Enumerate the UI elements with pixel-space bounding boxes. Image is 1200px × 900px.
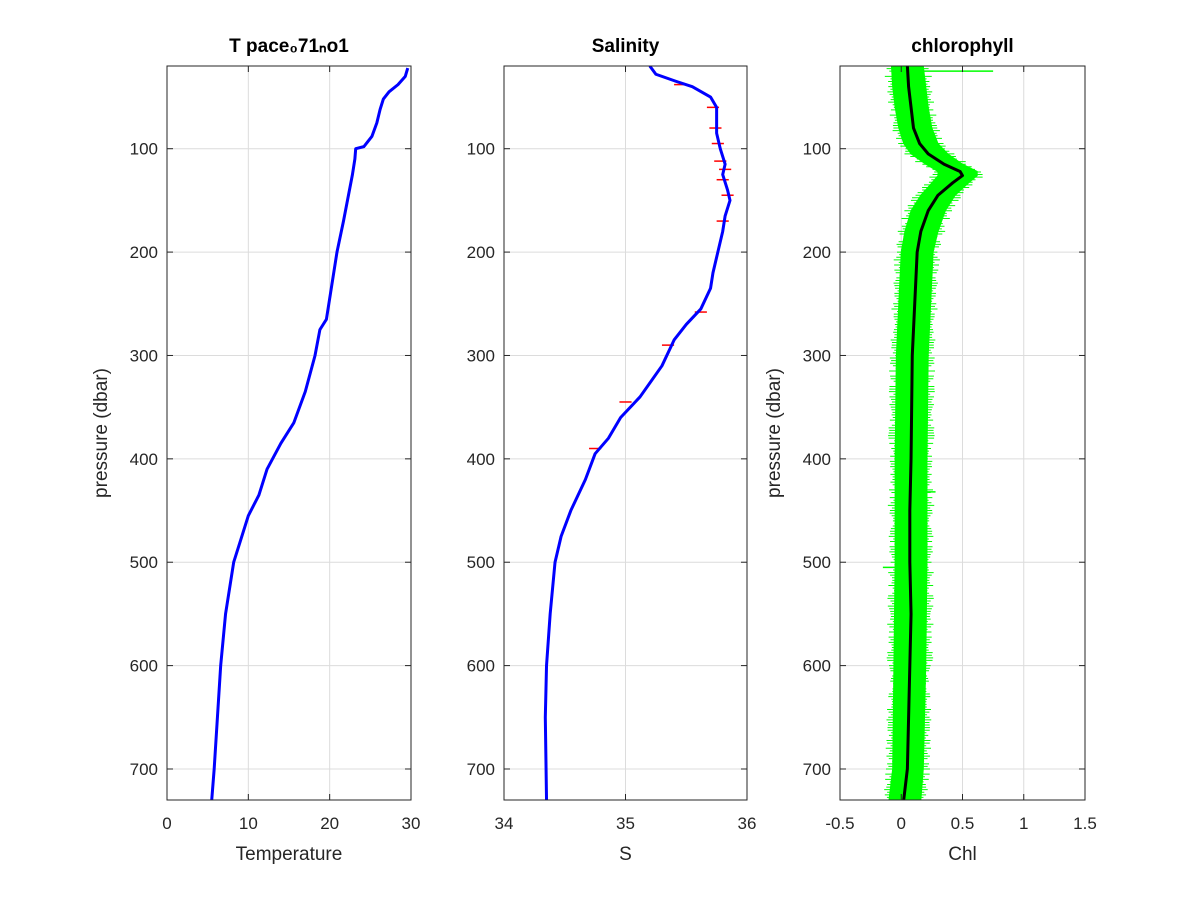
y-tick-label: 400 bbox=[803, 450, 831, 469]
y-tick-label: 700 bbox=[803, 760, 831, 779]
y-tick-label: 100 bbox=[467, 140, 495, 159]
x-tick-label: 0.5 bbox=[951, 814, 975, 833]
x-axis-label: S bbox=[619, 844, 632, 865]
y-tick-label: 100 bbox=[130, 140, 158, 159]
x-tick-label: 20 bbox=[320, 814, 339, 833]
y-tick-label: 300 bbox=[803, 346, 831, 365]
y-tick-label: 600 bbox=[130, 657, 158, 676]
x-axis-label: Temperature bbox=[236, 844, 343, 865]
axes-title: Salinity bbox=[592, 36, 660, 57]
plot-area bbox=[543, 66, 734, 800]
y-tick-label: 500 bbox=[467, 553, 495, 572]
y-tick-label: 500 bbox=[803, 553, 831, 572]
x-tick-label: 0 bbox=[162, 814, 171, 833]
x-tick-label: 34 bbox=[495, 814, 514, 833]
series-line bbox=[543, 66, 732, 800]
y-tick-label: 500 bbox=[130, 553, 158, 572]
x-tick-label: 1 bbox=[1019, 814, 1028, 833]
axes-1: 0 10 20 30 100 200 300 400 500 600 700 Temperature p… bbox=[91, 36, 420, 865]
y-tick-label: 700 bbox=[130, 760, 158, 779]
y-tick-label: 200 bbox=[130, 243, 158, 262]
y-tick-label: 700 bbox=[467, 760, 495, 779]
y-tick-label: 600 bbox=[803, 657, 831, 676]
axes-box bbox=[166, 65, 412, 801]
axes-title: chlorophyll bbox=[911, 36, 1013, 57]
x-tick-label: 35 bbox=[616, 814, 635, 833]
plot-area bbox=[210, 67, 410, 800]
x-tick-label: 36 bbox=[738, 814, 757, 833]
plot-area bbox=[882, 66, 994, 800]
x-tick-label: 10 bbox=[239, 814, 258, 833]
series-line bbox=[902, 66, 964, 800]
y-tick-label: 600 bbox=[467, 657, 495, 676]
axes-2: 34 35 36 100 200 300 400 500 600 700 S Salinity bbox=[467, 36, 757, 865]
x-tick-label: 1.5 bbox=[1073, 814, 1097, 833]
y-tick-label: 200 bbox=[803, 243, 831, 262]
y-axis-label: pressure (dbar) bbox=[764, 368, 785, 498]
y-tick-label: 400 bbox=[467, 450, 495, 469]
x-tick-label: 30 bbox=[402, 814, 421, 833]
y-tick-label: 300 bbox=[130, 346, 158, 365]
y-tick-label: 300 bbox=[467, 346, 495, 365]
series-line bbox=[210, 67, 410, 800]
x-tick-label: -0.5 bbox=[825, 814, 854, 833]
x-axis-label: Chl bbox=[948, 844, 977, 865]
y-axis-label: pressure (dbar) bbox=[91, 368, 112, 498]
x-tick-label: 0 bbox=[897, 814, 906, 833]
y-tick-label: 100 bbox=[803, 140, 831, 159]
y-tick-label: 200 bbox=[467, 243, 495, 262]
axes-3: -0.5 0 0.5 1 1.5 100 200 300 400 500 600 700 Chl pres… bbox=[764, 36, 1097, 865]
y-tick-label: 400 bbox=[130, 450, 158, 469]
axes-title: T pace₀71ₙo1 bbox=[229, 36, 349, 57]
